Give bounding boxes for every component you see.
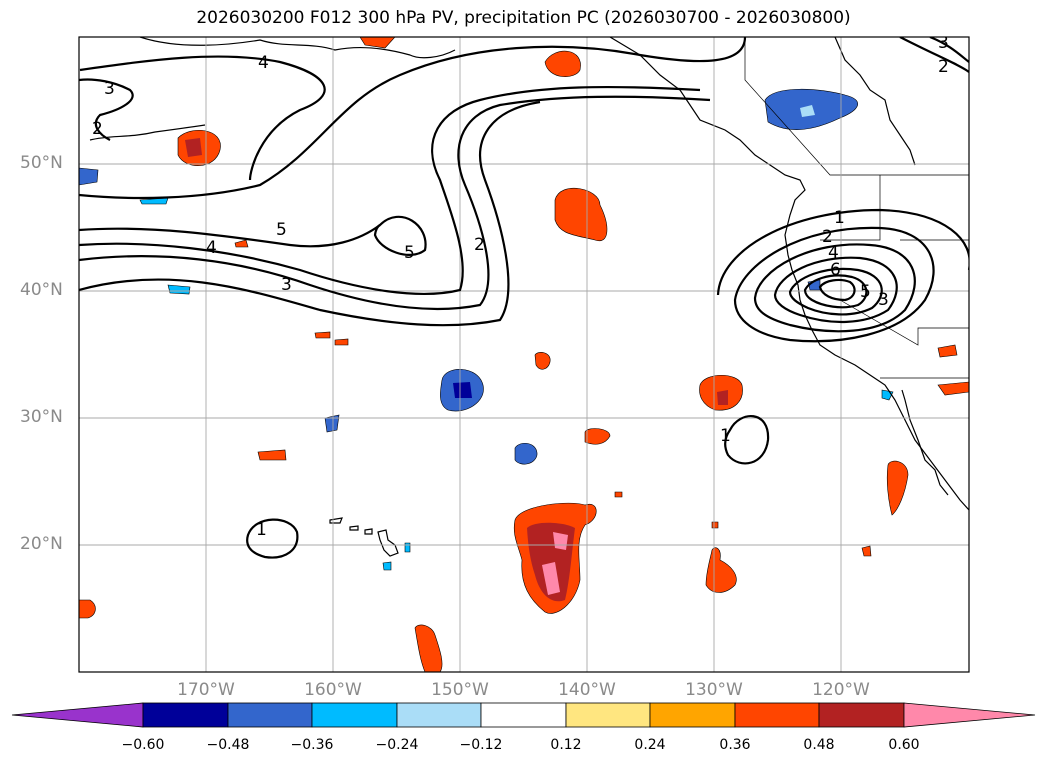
lat-label-40n: 40°N [20, 280, 63, 300]
colorbar-tick: −0.60 [121, 737, 165, 753]
colorbar [11, 702, 1036, 728]
colorbar-tick: 0.24 [634, 737, 666, 753]
colorbar-tick: −0.48 [206, 737, 250, 753]
coastlines [89, 37, 969, 557]
contour-label-3: 3 [878, 290, 889, 310]
lon-label-160w: 160°W [304, 680, 362, 700]
lon-label-130w: 130°W [685, 680, 743, 700]
lat-label-20n: 20°N [20, 534, 63, 554]
political-borders [744, 37, 969, 379]
lon-label-170w: 170°W [177, 680, 235, 700]
contour-label-2: 2 [938, 57, 949, 77]
contour-label-5: 5 [276, 220, 287, 240]
colorbar-bin [142, 702, 229, 728]
lat-label-50n: 50°N [20, 153, 63, 173]
map-frame [78, 36, 970, 673]
colorbar-tick: 0.48 [803, 737, 835, 753]
colorbar-bin [565, 702, 651, 728]
contour-label-3: 3 [281, 275, 292, 295]
colorbar-bin [396, 702, 482, 728]
contour-label-3: 3 [104, 79, 115, 99]
colorbar-extend-low [11, 702, 144, 728]
colorbar-bin [227, 702, 313, 728]
contour-label-2: 2 [474, 235, 485, 255]
colorbar-bin [311, 702, 398, 728]
colorbar-tick: −0.12 [459, 737, 503, 753]
lon-label-120w: 120°W [812, 680, 870, 700]
contour-label-5: 5 [404, 243, 415, 263]
contour-label-1: 1 [720, 426, 731, 446]
precipitation-shading [79, 37, 969, 672]
colorbar-tick: 0.12 [550, 737, 582, 753]
colorbar-tick: 0.36 [719, 737, 751, 753]
contour-label-3: 3 [938, 33, 949, 53]
contour-label-5: 5 [860, 282, 871, 302]
colorbar-bin [818, 702, 905, 728]
colorbar-tick: 0.60 [888, 737, 920, 753]
contour-label-1: 1 [834, 208, 845, 228]
lon-label-140w: 140°W [558, 680, 616, 700]
pv-contour-labels: 4 3 2 5 4 3 5 2 1 2 4 6 5 3 1 1 3 2 [92, 33, 949, 540]
colorbar-bin [480, 702, 567, 728]
contour-label-1: 1 [256, 520, 267, 540]
colorbar-tick: −0.24 [375, 737, 419, 753]
colorbar-extend-high [903, 702, 1036, 728]
contour-label-4: 4 [258, 53, 269, 73]
contour-label-4: 4 [206, 238, 217, 258]
contour-label-6: 6 [830, 260, 841, 280]
colorbar-bin [734, 702, 820, 728]
map-title: 2026030200 F012 300 hPa PV, precipitatio… [196, 8, 851, 28]
contour-label-2: 2 [92, 119, 103, 139]
lat-label-30n: 30°N [20, 407, 63, 427]
contour-label-2: 2 [822, 227, 833, 247]
contour-label-4: 4 [828, 243, 839, 263]
lon-label-150w: 150°W [431, 680, 489, 700]
pv-contours [79, 37, 969, 559]
colorbar-tick: −0.36 [290, 737, 334, 753]
colorbar-bin [649, 702, 736, 728]
